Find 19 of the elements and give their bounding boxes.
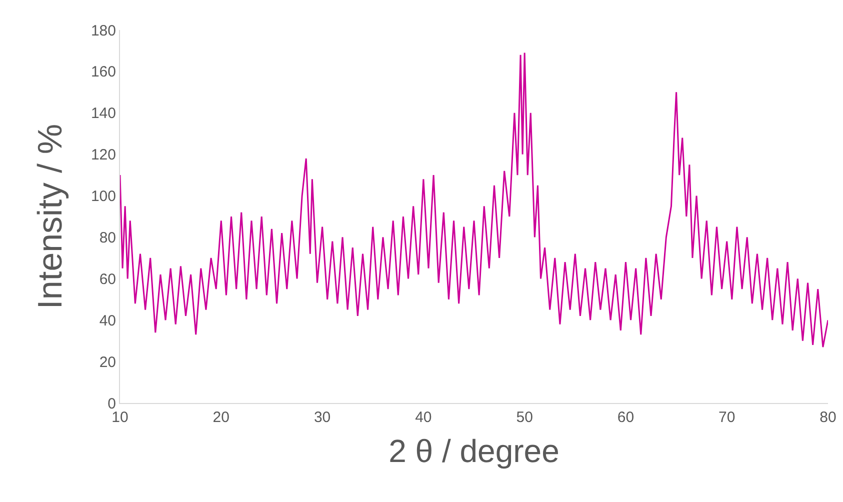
y-tick-label: 180	[90, 22, 116, 40]
y-tick-label: 140	[90, 105, 116, 122]
y-tick-label: 40	[99, 312, 116, 330]
x-tick-label: 80	[820, 409, 836, 426]
y-tick-label: 120	[90, 146, 116, 164]
x-tick-label: 60	[617, 409, 634, 426]
x-tick-label: 50	[516, 409, 533, 426]
x-tick-label: 30	[314, 409, 331, 426]
y-tick-label: 160	[90, 64, 116, 81]
y-tick-label: 60	[99, 270, 116, 288]
line-series	[120, 52, 828, 348]
x-tick-label: 20	[212, 409, 230, 426]
y-tick-label: 80	[99, 229, 116, 246]
x-tick-label: 70	[718, 409, 736, 426]
x-tick-label: 40	[415, 409, 432, 426]
x-axis-title: 2 θ / degree	[388, 432, 560, 469]
y-tick-label: 20	[99, 354, 116, 371]
y-tick-label: 100	[90, 188, 116, 206]
y-axis-title: Intensity / %	[32, 124, 70, 310]
